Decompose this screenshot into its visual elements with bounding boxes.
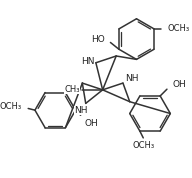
Text: OH: OH	[172, 80, 186, 89]
Text: OH: OH	[84, 119, 98, 128]
Text: NH: NH	[125, 74, 138, 82]
Text: HN: HN	[81, 57, 94, 66]
Text: HO: HO	[92, 35, 105, 44]
Text: CH₃: CH₃	[65, 85, 80, 94]
Text: OCH₃: OCH₃	[168, 24, 190, 33]
Text: OCH₃: OCH₃	[0, 102, 22, 111]
Text: OCH₃: OCH₃	[132, 141, 154, 150]
Text: NH: NH	[74, 106, 87, 115]
